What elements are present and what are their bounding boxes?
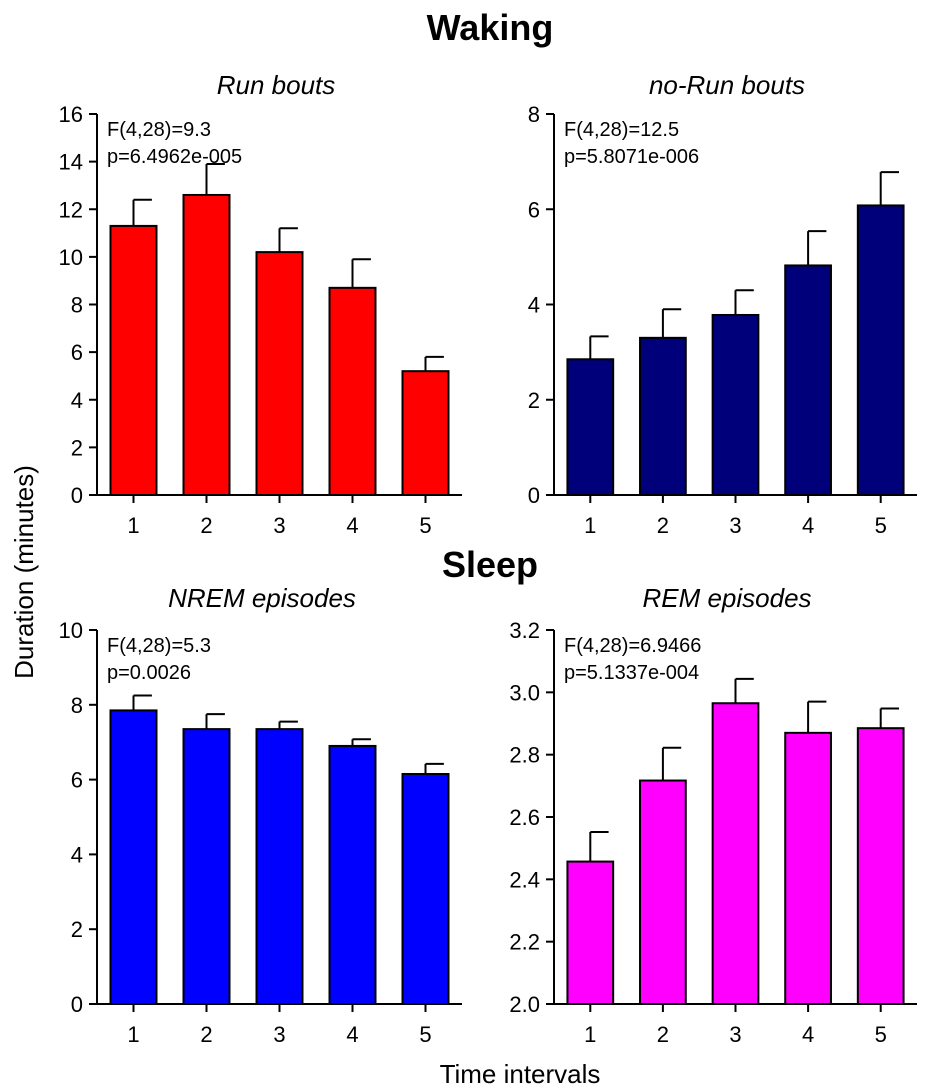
bar <box>856 727 905 1005</box>
stats-annotation: F(4,28)=12.5 <box>564 119 679 141</box>
x-tick-label: 5 <box>875 513 887 538</box>
x-tick-label: 1 <box>127 513 139 538</box>
x-axis-label: Time intervals <box>440 1059 601 1089</box>
y-tick-label: 2.4 <box>509 867 540 892</box>
bar <box>109 709 158 1005</box>
bar <box>182 193 231 496</box>
bar <box>711 702 760 1005</box>
y-tick-label: 10 <box>59 618 83 643</box>
x-tick-label: 1 <box>127 1022 139 1047</box>
y-tick-label: 6 <box>528 197 540 222</box>
x-tick-label: 2 <box>200 1022 212 1047</box>
x-tick-label: 1 <box>584 513 596 538</box>
panel-title: Run bouts <box>217 70 336 100</box>
bar <box>401 370 450 496</box>
y-tick-label: 12 <box>59 197 83 222</box>
bar <box>639 336 687 496</box>
y-tick-label: 2 <box>528 388 540 413</box>
section-title-waking: Waking <box>427 7 554 48</box>
bar <box>566 358 615 496</box>
x-tick-label: 3 <box>729 513 741 538</box>
stats-annotation: F(4,28)=5.3 <box>107 635 211 657</box>
y-axis-label: Duration (minutes) <box>9 465 39 679</box>
panel-title: REM episodes <box>642 583 811 613</box>
y-tick-label: 6 <box>71 340 83 365</box>
bar <box>328 286 377 496</box>
panel-rem-episodes: REM episodes 2.0 2.2 2.4 2.6 2.8 3.0 3.2 1 2 3 4 5 F(… <box>509 583 917 1047</box>
stats-annotation: p=5.1337e-004 <box>564 662 699 684</box>
y-tick-label: 0 <box>528 483 540 508</box>
x-tick-label: 4 <box>802 513 814 538</box>
bar <box>255 728 304 1005</box>
y-tick-label: 4 <box>71 388 83 413</box>
y-tick-label: 4 <box>71 842 83 867</box>
bar <box>401 772 450 1005</box>
bar <box>711 313 760 497</box>
stats-annotation: F(4,28)=6.9466 <box>564 635 701 657</box>
y-tick-label: 0 <box>71 992 83 1017</box>
y-tick-label: 3.0 <box>509 680 540 705</box>
bar <box>182 728 231 1005</box>
bar <box>784 264 832 497</box>
x-tick-label: 3 <box>729 1022 741 1047</box>
bar <box>856 204 905 496</box>
y-tick-label: 14 <box>59 150 83 175</box>
y-tick-label: 8 <box>71 293 83 318</box>
x-tick-label: 3 <box>273 513 285 538</box>
x-tick-label: 5 <box>419 513 431 538</box>
y-tick-label: 2.6 <box>509 805 540 830</box>
y-tick-label: 10 <box>59 245 83 270</box>
y-tick-label: 2 <box>71 435 83 460</box>
x-tick-label: 4 <box>346 1022 358 1047</box>
y-tick-label: 2.2 <box>509 930 540 955</box>
x-tick-label: 2 <box>200 513 212 538</box>
bar <box>109 224 158 496</box>
bar <box>328 744 377 1005</box>
x-tick-label: 4 <box>802 1022 814 1047</box>
y-tick-label: 2 <box>71 917 83 942</box>
x-tick-label: 2 <box>657 1022 669 1047</box>
bar <box>639 779 687 1005</box>
x-tick-label: 4 <box>346 513 358 538</box>
bar <box>784 731 832 1005</box>
bar <box>566 860 615 1006</box>
bar <box>255 251 304 496</box>
y-tick-label: 2.0 <box>509 992 540 1017</box>
panel-title: NREM episodes <box>168 583 356 613</box>
stats-annotation: p=0.0026 <box>107 662 191 684</box>
y-tick-label: 0 <box>71 483 83 508</box>
x-tick-label: 2 <box>657 513 669 538</box>
stats-annotation: p=5.8071e-006 <box>564 146 699 168</box>
x-tick-label: 1 <box>584 1022 596 1047</box>
y-tick-label: 16 <box>59 102 83 127</box>
panel-title: no-Run bouts <box>649 70 805 100</box>
y-tick-label: 2.8 <box>509 743 540 768</box>
stats-annotation: p=6.4962e-005 <box>107 146 242 168</box>
x-tick-label: 5 <box>419 1022 431 1047</box>
panel-no-run-bouts: no-Run bouts 0 2 4 6 8 1 2 3 4 5 F(4,28)=12.5 p=5.80… <box>528 70 917 538</box>
y-tick-label: 8 <box>71 693 83 718</box>
x-tick-label: 3 <box>273 1022 285 1047</box>
y-tick-label: 3.2 <box>509 618 540 643</box>
y-tick-label: 4 <box>528 293 540 318</box>
stats-annotation: F(4,28)=9.3 <box>107 119 211 141</box>
y-tick-label: 6 <box>71 768 83 793</box>
section-title-sleep: Sleep <box>442 544 538 585</box>
y-tick-label: 8 <box>528 102 540 127</box>
x-tick-label: 5 <box>875 1022 887 1047</box>
